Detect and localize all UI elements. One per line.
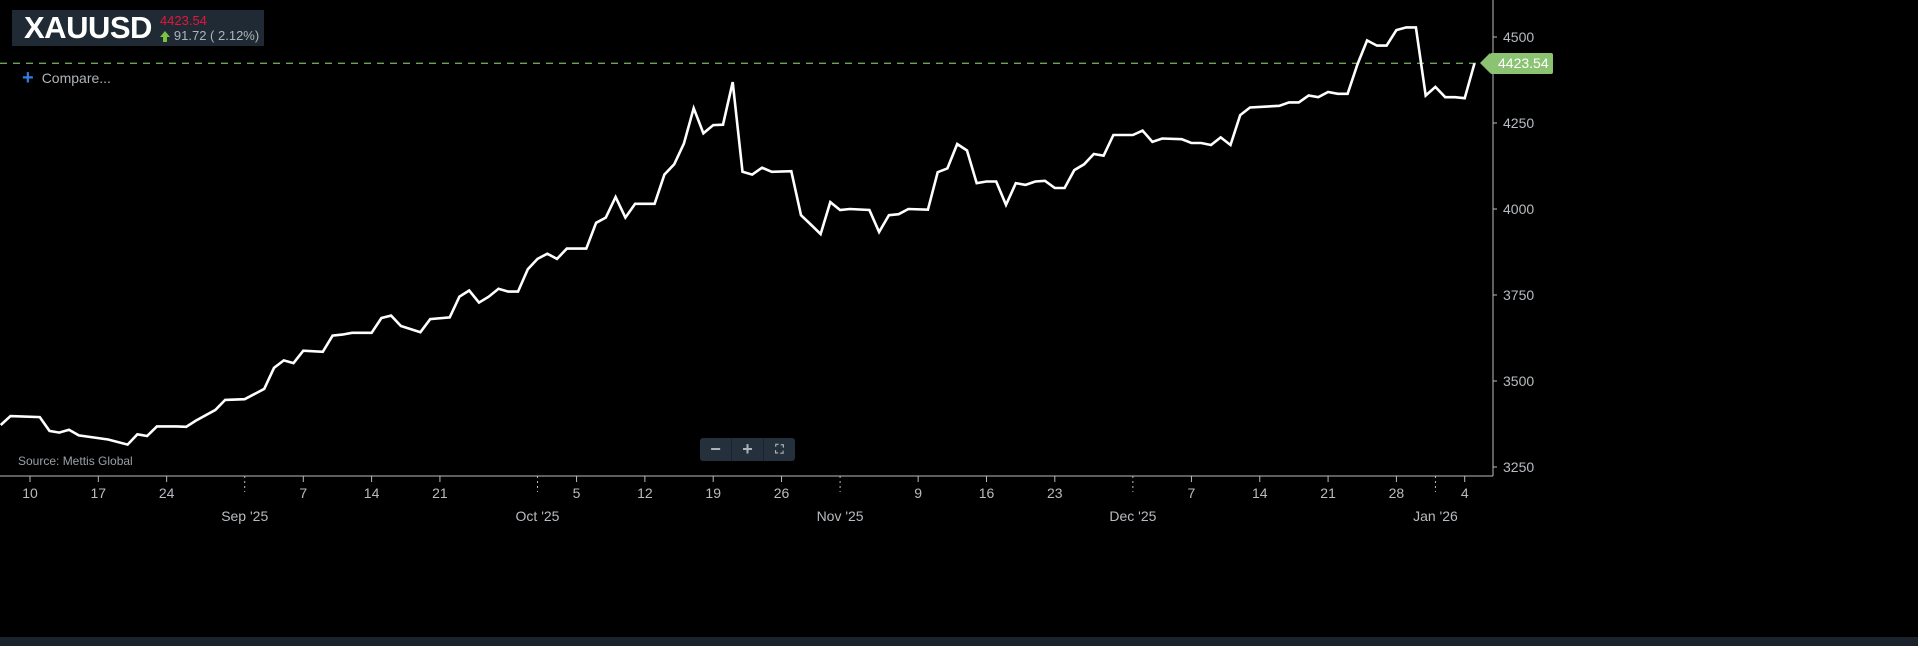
fullscreen-button[interactable]: ⛶ — [764, 438, 795, 461]
last-price-tag: 4423.54 — [1480, 52, 1553, 74]
y-tick-label: 4000 — [1503, 201, 1534, 217]
y-axis: 3250 3500 3750 4000 4250 4500 — [1492, 0, 1534, 476]
x-tick-label: 19 — [705, 485, 721, 501]
x-tick-label: 16 — [979, 485, 995, 501]
x-tick-label: 17 — [91, 485, 107, 501]
month-label: Jan '26 — [1413, 508, 1458, 524]
month-label: Dec '25 — [1109, 508, 1156, 524]
y-tick-label: 4500 — [1503, 29, 1534, 45]
y-tick-label: 4250 — [1503, 115, 1534, 131]
x-axis: 10 17 24 7 14 21 5 12 19 26 9 16 23 7 14 21 28 4 Sep '25 Oc… — [0, 475, 1493, 524]
x-tick-label: 4 — [1461, 485, 1469, 501]
x-tick-label: 23 — [1047, 485, 1063, 501]
compare-label: Compare... — [41, 70, 111, 86]
zoom-out-button[interactable]: − — [700, 438, 732, 461]
x-tick-label: 21 — [1320, 485, 1336, 501]
arrow-up-icon — [159, 30, 170, 42]
x-tick-label: 24 — [159, 485, 175, 501]
fullscreen-icon: ⛶ — [775, 442, 784, 456]
bottom-bar — [0, 637, 1918, 646]
y-tick-label: 3500 — [1503, 373, 1534, 389]
x-tick-label: 7 — [1188, 485, 1196, 501]
x-tick-label: 5 — [573, 485, 581, 501]
plus-icon: + — [22, 67, 34, 89]
x-tick-label: 26 — [774, 485, 790, 501]
x-tick-label: 9 — [914, 485, 922, 501]
zoom-in-button[interactable]: + — [732, 438, 764, 461]
series-line — [0, 26, 1476, 447]
symbol-name: XAUUSD — [24, 10, 152, 45]
minus-icon: − — [710, 439, 721, 459]
month-label: Sep '25 — [221, 508, 268, 524]
x-tick-label: 21 — [432, 485, 448, 501]
month-label: Nov '25 — [817, 508, 864, 524]
x-tick-label: 28 — [1389, 485, 1405, 501]
zoom-controls: − + ⛶ — [700, 438, 795, 461]
last-price: 4423.54 — [159, 13, 207, 28]
x-tick-label: 14 — [364, 485, 380, 501]
price-change: 91.72 ( 2.12%) — [173, 28, 260, 43]
plus-icon: + — [742, 439, 753, 459]
x-tick-label: 7 — [299, 485, 307, 501]
month-label: Oct '25 — [516, 508, 560, 524]
x-tick-label: 12 — [637, 485, 653, 501]
x-tick-label: 14 — [1252, 485, 1268, 501]
y-tick-label: 3750 — [1503, 287, 1534, 303]
x-tick-label: 10 — [22, 485, 38, 501]
y-tick-label: 3250 — [1503, 459, 1534, 475]
source-note: Source: Mettis Global — [18, 454, 133, 468]
symbol-header: XAUUSD 4423.54 91.72 ( 2.12%) — [12, 10, 264, 46]
compare-button[interactable]: + Compare... — [22, 67, 111, 89]
